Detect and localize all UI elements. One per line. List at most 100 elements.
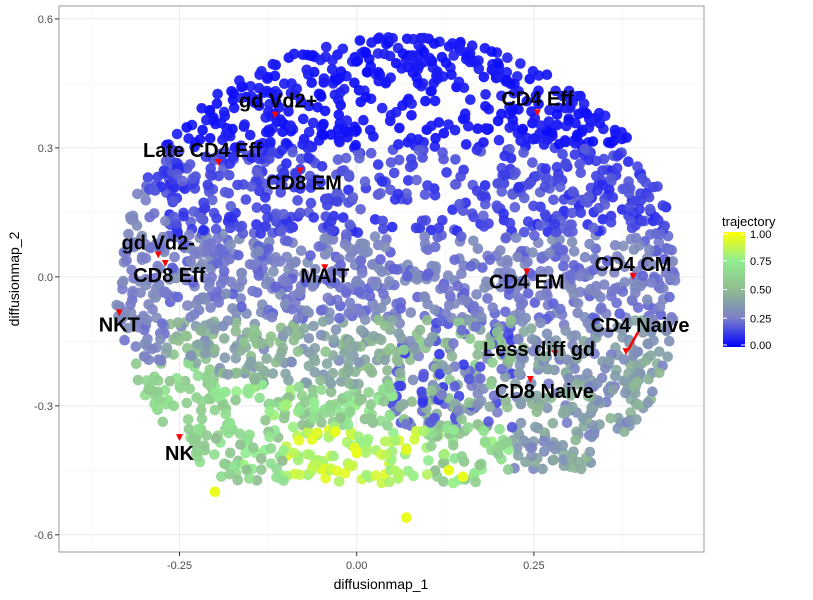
data-point [457, 471, 469, 483]
data-point [480, 89, 491, 100]
data-point [388, 263, 400, 275]
data-point [283, 374, 294, 386]
data-point [567, 186, 578, 197]
data-point [551, 109, 563, 120]
data-point [427, 331, 438, 343]
data-point [437, 147, 448, 158]
data-point [293, 381, 305, 393]
data-point [496, 90, 507, 102]
data-point [637, 270, 649, 282]
data-point [655, 309, 667, 321]
data-point [498, 208, 509, 219]
data-point [182, 414, 194, 425]
data-point [462, 422, 474, 433]
data-point [199, 440, 210, 451]
data-point [360, 91, 372, 103]
data-point [517, 123, 529, 135]
data-point [496, 363, 508, 375]
data-point [560, 158, 571, 170]
data-point [393, 139, 404, 150]
data-point [589, 253, 600, 264]
data-point [404, 161, 416, 173]
data-point [145, 242, 156, 254]
data-point [184, 383, 195, 395]
data-point [126, 264, 137, 276]
data-point [548, 194, 559, 206]
data-point [390, 435, 401, 446]
data-point [606, 290, 617, 302]
data-point [234, 221, 245, 233]
data-point [557, 90, 568, 102]
data-point [302, 426, 314, 438]
y-axis-title: diffusionmap_2 [6, 231, 22, 326]
legend-ticks: 0.00 0.25 0.50 0.75 1.00 [723, 229, 771, 352]
annotation-marker [214, 158, 222, 166]
data-point [384, 410, 396, 422]
data-point [382, 365, 393, 376]
data-point [363, 387, 375, 398]
data-point [558, 279, 570, 290]
data-point [347, 192, 359, 203]
data-point [494, 423, 505, 435]
data-point [316, 129, 327, 140]
data-point [228, 102, 240, 114]
data-point [456, 451, 468, 462]
data-point [623, 156, 634, 167]
data-point [287, 421, 299, 433]
annotation-label: CD8 EM [266, 173, 342, 195]
data-point [465, 94, 476, 105]
data-point [319, 407, 330, 419]
data-point [325, 216, 337, 227]
data-point [423, 268, 434, 279]
data-point [232, 474, 243, 486]
data-point [458, 82, 470, 94]
legend-title: trajectory [722, 214, 776, 229]
data-point [610, 370, 621, 382]
data-point [472, 243, 484, 254]
y-tick-label: -0.6 [34, 530, 53, 542]
data-point [422, 244, 434, 256]
data-point [504, 122, 515, 133]
data-point [502, 52, 513, 63]
axes: -0.25 0.00 0.25 -0.6 -0.3 0.0 0.3 0.6 [34, 14, 545, 572]
data-points [111, 32, 681, 523]
data-point [513, 367, 525, 379]
data-point [619, 426, 630, 438]
data-point [365, 413, 377, 424]
data-point [187, 277, 199, 288]
data-point [607, 384, 619, 396]
data-point [355, 204, 366, 215]
data-point [212, 88, 223, 100]
data-point [584, 238, 595, 250]
data-point [621, 132, 632, 143]
data-point [425, 417, 436, 428]
data-point [512, 450, 524, 461]
data-point [333, 109, 345, 120]
data-point [645, 350, 656, 361]
data-point [530, 90, 542, 101]
data-point [493, 134, 505, 146]
data-point [236, 275, 248, 287]
data-point [376, 102, 388, 114]
data-point [395, 367, 406, 379]
data-point [230, 317, 242, 329]
data-point [406, 110, 417, 121]
data-point [367, 276, 378, 288]
data-point [448, 50, 460, 61]
data-point [409, 434, 420, 445]
data-point [200, 151, 212, 163]
data-point [362, 67, 373, 78]
data-point [254, 361, 265, 372]
data-point [194, 134, 206, 145]
data-point [495, 384, 507, 396]
data-point [479, 43, 491, 54]
data-point [150, 292, 161, 303]
data-point [287, 147, 298, 158]
data-point [426, 385, 437, 397]
annotation-marker [175, 434, 183, 442]
data-point [196, 258, 208, 270]
data-point [195, 404, 207, 416]
data-point [475, 373, 486, 384]
data-point [294, 405, 305, 416]
data-point [375, 254, 386, 265]
